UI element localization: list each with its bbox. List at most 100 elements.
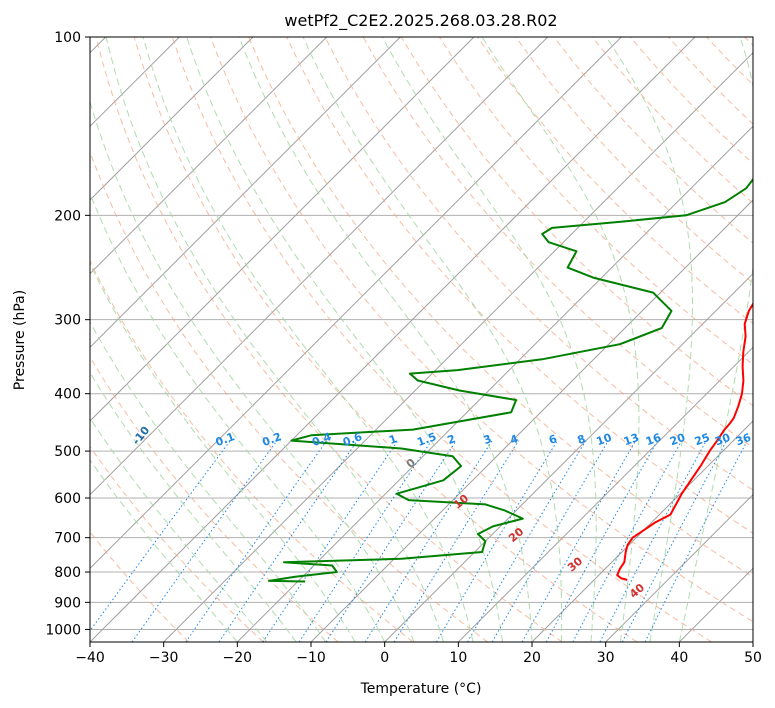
mixing-ratio-label: 0.1 [214,430,237,449]
y-tick-label: 400 [54,387,81,403]
dry-adiabat [90,356,339,642]
moist-adiabat [90,99,415,642]
mixing-ratio-label: 1.5 [415,430,438,449]
mixing-ratio-label: 0.2 [260,430,283,449]
y-tick-label: 100 [54,30,81,46]
dewpoint-trace [268,177,753,583]
y-axis-label: Pressure (hPa) [12,290,28,390]
x-axis-ticks: −40 −30 −20 −10 0 10 20 30 40 50 [75,642,762,666]
mixing-ratio-line [491,440,609,642]
mixing-ratio-label: 3 [482,432,494,447]
isotherm [531,420,753,642]
x-axis-label: Temperature (°C) [360,681,482,697]
y-tick-label: 1000 [45,622,81,638]
moist-adiabat [90,262,356,642]
dry-adiabat [248,37,753,578]
dry-adiabat [210,37,753,623]
mixing-ratio-label: 36 [734,431,753,449]
isotherm [90,37,254,201]
isotherm [90,37,475,422]
isotherm [163,51,753,642]
isotherm [90,37,328,275]
moist-adiabat [481,37,640,642]
mixing-ratio-label: 0.4 [310,430,333,449]
chart-title: wetPf2_C2E2.2025.268.03.28.R02 [284,11,557,31]
mixing-ratio-label: 10 [595,431,614,449]
moist-adiabat [90,371,297,642]
y-tick-label: 700 [54,531,81,547]
mixing-ratio-label: 2 [446,432,458,447]
x-tick-label: 40 [670,650,688,666]
line-labels: 0.1 0.2 0.4 0.6 1 1.5 2 3 4 6 8 10 13 16 20 25 30 36-1001… [130,424,753,601]
mixing-ratio-line [435,440,558,642]
mixing-ratio-label: 13 [622,431,641,448]
isotherm [236,125,753,642]
moist-adiabat [90,192,386,642]
mixing-ratio-line [325,440,457,642]
x-tick-label: −40 [75,650,105,666]
x-tick-label: 0 [380,650,389,666]
moist-adiabat [606,37,693,642]
dry-adiabat [90,259,414,642]
y-tick-label: 200 [54,208,81,224]
dry-adiabat [515,37,753,284]
moist-adiabat [142,37,474,642]
dry-adiabat [90,445,264,642]
mixing-ratio-line [185,440,328,642]
mixing-ratio-line [131,440,278,642]
isotherm [90,37,696,642]
isotherm [605,493,753,642]
mixing-ratio-line [364,440,493,642]
y-tick-label: 800 [54,565,81,581]
dry-adiabat [324,37,753,491]
mixing-ratio-line [644,440,748,642]
mixing-ratio-label: 1 [387,432,399,447]
mixing-ratio-line [545,440,659,642]
background-lines [90,37,753,642]
plot-frame [89,36,754,643]
y-tick-label: 900 [54,595,81,611]
x-tick-label: 50 [744,650,762,666]
y-tick-label: 500 [54,444,81,460]
mixing-ratio-label: 25 [693,431,712,448]
moist-adiabat [90,459,238,642]
mixing-ratio-label: 8 [576,432,588,447]
y-tick-label: 300 [54,313,81,329]
mixing-ratio-line [262,440,399,642]
x-tick-label: 30 [597,650,615,666]
x-tick-label: 20 [523,650,541,666]
isotherm [457,346,753,642]
y-axis-ticks: 100 200 300 400 500 600 700 800 900 1000 [45,30,90,638]
x-tick-label: −30 [149,650,179,666]
dry-adiabat [133,37,638,642]
x-tick-label: −20 [223,650,253,666]
moist-adiabat [90,417,268,642]
temperature-trace [616,301,753,581]
y-tick-label: 600 [54,491,81,507]
isotherm [90,37,549,496]
mixing-ratio-label: 30 [713,431,732,449]
mixing-ratio-line [572,440,683,642]
mixing-ratio-line [521,440,637,642]
sounding-traces [268,177,753,583]
moist-adiabat [381,37,597,642]
moist-adiabat [238,37,533,642]
mixing-ratio-line [90,440,231,632]
mixing-ratio-label: 0.6 [341,430,364,449]
mixing-ratio-label: 16 [644,431,663,449]
x-tick-label: −10 [296,650,326,666]
isotherm [90,37,401,349]
moist-adiabat [186,37,503,642]
mixing-ratio-line [393,440,520,642]
x-tick-label: 10 [449,650,467,666]
dry-adiabat [171,37,712,642]
mixing-ratio-line [467,440,587,642]
isotherm [90,37,622,570]
dry-adiabat [95,37,563,642]
moist-adiabat [302,37,563,642]
mixing-ratio-label: 6 [547,432,559,447]
mixing-ratio-label: 4 [508,432,520,447]
moist-adiabat [105,37,445,642]
moist-adiabat [678,37,753,642]
